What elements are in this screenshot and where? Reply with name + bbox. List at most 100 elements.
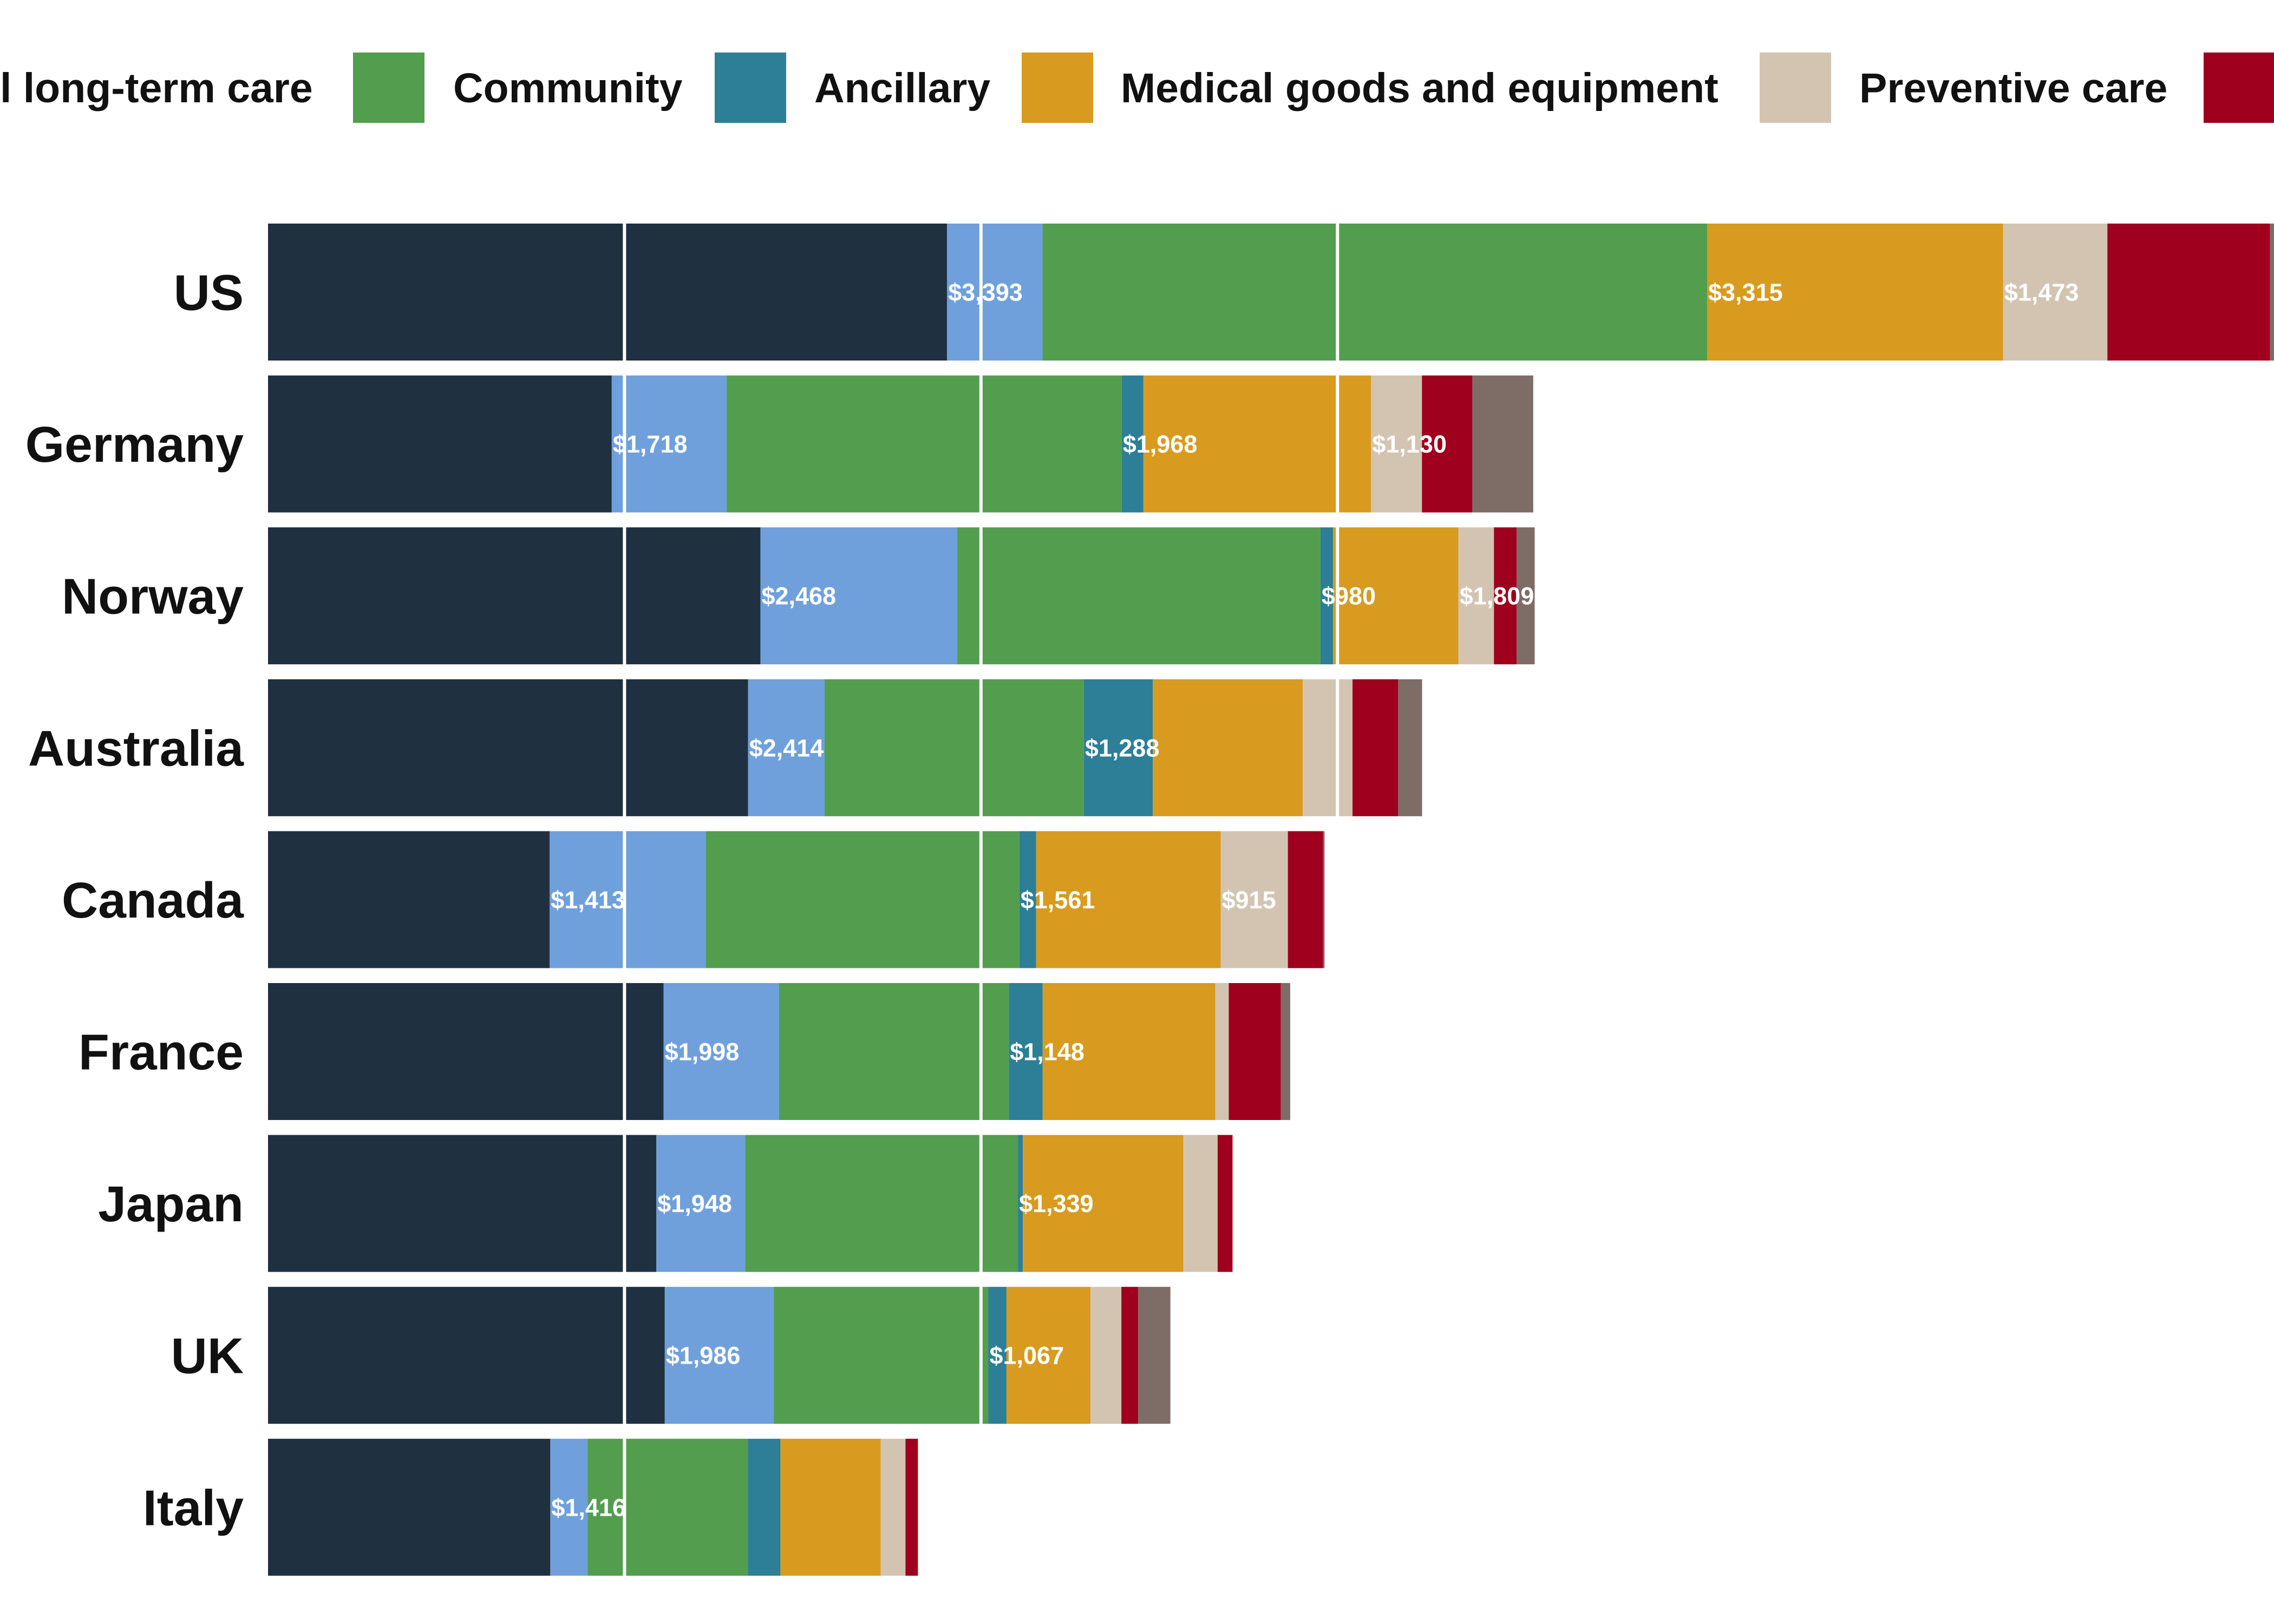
- bar-segment-norway-community: [957, 527, 1321, 665]
- bar-segment-italy-medical-goods-and-equipment: [780, 1438, 881, 1576]
- bar-segment-germany-medical-goods-and-equipment: [1143, 375, 1371, 513]
- bar-segment-canada-series-8: [1323, 831, 1325, 968]
- bar-segment-australia-preventive-care: [1303, 679, 1353, 816]
- value-label-germany-3: $1,130: [1372, 430, 1447, 458]
- value-label-us-3: $1,473: [2004, 279, 2079, 306]
- bar-segment-germany-community: [727, 375, 1122, 513]
- value-label-australia-2: $1,288: [1085, 734, 1160, 762]
- bar-segment-us-series-2: [947, 224, 1043, 361]
- bar-segment-australia-medical-goods-and-equipment: [1153, 679, 1303, 816]
- value-label-canada-2: $1,561: [1021, 886, 1095, 914]
- bar-segment-us-series-1: [268, 224, 948, 361]
- legend-label-preventive-care: Preventive care: [1859, 65, 2167, 112]
- bar-segment-canada-series-1: [268, 831, 550, 968]
- bar-segment-germany-series-7: [1422, 375, 1473, 513]
- legend-label-l-long-term-care: l long-term care: [0, 65, 313, 112]
- bar-segment-canada-ancillary: [1019, 831, 1036, 968]
- value-label-canada-1: $1,413: [551, 886, 625, 914]
- legend: l long-term care Community Ancillary Medica…: [0, 53, 2274, 123]
- value-label-germany-2: $1,968: [1123, 430, 1198, 458]
- category-label-norway: Norway: [62, 568, 244, 625]
- legend-swatch-series-6: [2204, 53, 2274, 123]
- value-label-france-2: $1,148: [1010, 1038, 1084, 1066]
- category-label-canada: Canada: [62, 872, 244, 928]
- bar-segment-us-series-7: [2107, 224, 2270, 361]
- value-label-norway-1: $2,468: [761, 582, 836, 610]
- bar-segment-canada-community: [705, 831, 1020, 968]
- bar-segment-italy-series-1: [268, 1438, 551, 1576]
- bar-segment-uk-medical-goods-and-equipment: [1006, 1287, 1091, 1424]
- bar-segment-norway-series-1: [268, 527, 761, 665]
- bar-segment-norway-series-7: [1494, 527, 1517, 665]
- bar-segment-japan-series-7: [1217, 1135, 1233, 1272]
- bar-segment-uk-ancillary: [988, 1287, 1007, 1424]
- bar-segment-france-series-8: [1280, 983, 1290, 1120]
- bar-segment-germany-series-2: [611, 375, 727, 513]
- value-label-italy-1: $1,416: [551, 1494, 626, 1521]
- category-label-japan: Japan: [98, 1176, 244, 1232]
- bar-segment-australia-series-1: [268, 679, 748, 816]
- legend-label-ancillary: Ancillary: [814, 65, 990, 112]
- value-label-germany-1: $1,718: [613, 430, 688, 458]
- bar-segment-japan-ancillary: [1018, 1135, 1023, 1272]
- bar-segment-france-ancillary: [1009, 983, 1043, 1120]
- legend-swatch-medical-goods-and-equipment: [1022, 53, 1093, 123]
- bar-segment-germany-preventive-care: [1371, 375, 1422, 513]
- bar-segment-italy-ancillary: [748, 1438, 781, 1576]
- value-label-japan-2: $1,339: [1019, 1190, 1094, 1217]
- bar-segment-germany-ancillary: [1121, 375, 1143, 513]
- gridlines: [623, 219, 1339, 1581]
- bar-segment-germany-series-1: [268, 375, 612, 513]
- bar-segment-italy-preventive-care: [880, 1438, 906, 1576]
- legend-label-community: Community: [453, 65, 683, 112]
- value-label-japan-1: $1,948: [657, 1190, 732, 1217]
- bar-segment-france-preventive-care: [1215, 983, 1229, 1120]
- bar-segment-uk-community: [774, 1287, 989, 1424]
- bar-segment-france-series-1: [268, 983, 664, 1120]
- category-labels: US Germany Norway Australia Canada France Japa…: [25, 265, 244, 1536]
- category-label-australia: Australia: [28, 720, 244, 776]
- bar-segment-france-community: [779, 983, 1009, 1120]
- bar-segment-canada-series-2: [550, 831, 706, 968]
- bar-segment-australia-series-7: [1352, 679, 1399, 816]
- bar-segment-italy-series-7: [905, 1438, 918, 1576]
- bar-segment-us-community: [1042, 224, 1708, 361]
- bar-segment-canada-series-7: [1288, 831, 1323, 968]
- bar-segment-norway-series-2: [760, 527, 957, 665]
- bar-segment-norway-preventive-care: [1458, 527, 1494, 665]
- bar-segment-uk-preventive-care: [1090, 1287, 1122, 1424]
- bar-segment-japan-series-2: [656, 1135, 746, 1272]
- bar-segment-uk-series-7: [1121, 1287, 1138, 1424]
- bar-segment-france-series-7: [1229, 983, 1281, 1120]
- bar-segment-italy-community: [587, 1438, 748, 1576]
- category-label-italy: Italy: [143, 1479, 244, 1536]
- bar-segment-us-medical-goods-and-equipment: [1707, 224, 2003, 361]
- legend-swatch-ancillary: [715, 53, 786, 123]
- value-label-france-1: $1,998: [665, 1038, 740, 1066]
- value-label-uk-1: $1,986: [666, 1342, 741, 1370]
- bar-segment-us-preventive-care: [2003, 224, 2108, 361]
- legend-swatch-community: [353, 53, 424, 123]
- bar-segment-japan-medical-goods-and-equipment: [1023, 1135, 1184, 1272]
- bar-segment-france-series-2: [663, 983, 779, 1120]
- bar-segment-uk-series-8: [1138, 1287, 1171, 1424]
- bar-segment-germany-series-8: [1472, 375, 1533, 513]
- bar-segment-norway-series-8: [1517, 527, 1535, 665]
- bar-segment-japan-community: [745, 1135, 1018, 1272]
- legend-label-medical-goods-and-equipment: Medical goods and equipment: [1121, 65, 1718, 112]
- bar-segment-uk-series-2: [664, 1287, 774, 1424]
- value-label-australia-1: $2,414: [749, 734, 824, 762]
- bar-segment-japan-series-1: [268, 1135, 657, 1272]
- value-labels: $3,393 $3,315 $1,473 $1,718 $1,968 $1,130 $2,4…: [551, 279, 2079, 1522]
- bar-segment-us-series-8: [2270, 224, 2274, 361]
- bar-segment-australia-series-2: [748, 679, 825, 816]
- category-label-germany: Germany: [25, 416, 244, 473]
- value-label-norway-3: $1,809: [1460, 582, 1534, 610]
- value-label-us-1: $3,393: [948, 279, 1023, 306]
- bar-segment-australia-series-8: [1398, 679, 1422, 816]
- bar-segment-norway-medical-goods-and-equipment: [1332, 527, 1459, 665]
- bar-segment-uk-series-1: [268, 1287, 665, 1424]
- bar-segment-japan-preventive-care: [1183, 1135, 1218, 1272]
- value-label-us-2: $3,315: [1708, 279, 1783, 306]
